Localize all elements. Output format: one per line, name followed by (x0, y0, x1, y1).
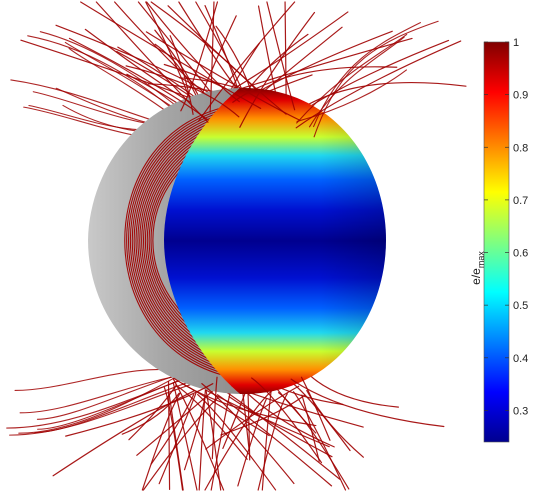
field-line (128, 108, 236, 375)
field-line (163, 386, 184, 491)
field-line (228, 396, 333, 458)
field-line (167, 380, 171, 490)
colorbar-tick-label: 0.6 (513, 248, 528, 260)
field-line (141, 392, 181, 491)
field-line (172, 377, 225, 491)
colorbar-tick-label: 0.5 (513, 300, 528, 312)
field-line (175, 384, 248, 460)
field-line (137, 118, 236, 365)
field-line (239, 11, 316, 128)
field-line (84, 28, 191, 103)
field-line (237, 398, 267, 487)
colorbar: 1 0.9 0.8 0.7 0.6 0.5 0.4 0.3 e/emax (469, 37, 528, 443)
field-line (296, 69, 408, 122)
field-line (197, 1, 296, 122)
field-line (209, 1, 215, 113)
field-line (290, 378, 445, 428)
field-line (266, 1, 296, 111)
field-line (301, 394, 320, 462)
colorbar-ticks: 1 0.9 0.8 0.7 0.6 0.5 0.4 0.3 (484, 37, 528, 417)
field-line (68, 37, 209, 121)
colorbar-gradient (483, 41, 510, 443)
field-line (247, 390, 251, 461)
field-line (131, 112, 236, 371)
field-line (293, 391, 347, 491)
field-line (124, 104, 236, 379)
field-line (9, 384, 191, 436)
cut-face (88, 88, 240, 394)
field-line (309, 374, 400, 408)
colorbar-label-main: e/e (469, 268, 483, 285)
field-line (18, 368, 191, 434)
field-line (146, 1, 240, 103)
colorbar-label: e/emax (469, 251, 486, 285)
field-line (232, 66, 398, 103)
field-line (130, 110, 236, 373)
field-line (150, 393, 195, 465)
field-line (292, 383, 351, 452)
colorbar-tick-label: 0.7 (513, 195, 528, 207)
field-line (211, 376, 218, 460)
field-line (300, 376, 331, 441)
field-line (205, 385, 300, 450)
colorbar-label-sub: max (476, 251, 486, 269)
field-line (121, 392, 180, 435)
field-line (139, 120, 236, 363)
field-line (6, 376, 191, 429)
sphere-shading (164, 87, 386, 395)
field-line (80, 1, 262, 110)
field-line (201, 383, 295, 485)
field-line (295, 40, 462, 129)
field-line (158, 392, 197, 485)
field-lines-front (65, 1, 462, 491)
field-line (142, 397, 219, 491)
field-line (135, 116, 236, 367)
field-line (145, 31, 300, 121)
field-line (141, 122, 236, 361)
field-line (296, 33, 408, 124)
field-line (95, 1, 209, 123)
colorbar-tick-label: 0.4 (513, 353, 528, 365)
field-line (251, 377, 323, 464)
field-line (183, 398, 206, 471)
field-line (313, 22, 421, 128)
colorbar-tick-label: 0.3 (513, 405, 528, 417)
field-line (133, 114, 236, 369)
field-line (216, 394, 333, 487)
field-line (19, 373, 191, 414)
field-line (313, 20, 439, 138)
field-line (173, 377, 317, 427)
field-line (180, 1, 219, 112)
colorbar-tick-label: 1 (513, 37, 519, 49)
colorbar-tick-label: 0.8 (513, 142, 528, 154)
field-line (65, 383, 214, 437)
field-line (126, 106, 236, 377)
colorbar-tick-label: 0.9 (513, 90, 528, 102)
